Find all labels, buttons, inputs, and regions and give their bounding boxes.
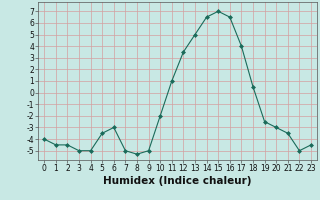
X-axis label: Humidex (Indice chaleur): Humidex (Indice chaleur) <box>103 176 252 186</box>
